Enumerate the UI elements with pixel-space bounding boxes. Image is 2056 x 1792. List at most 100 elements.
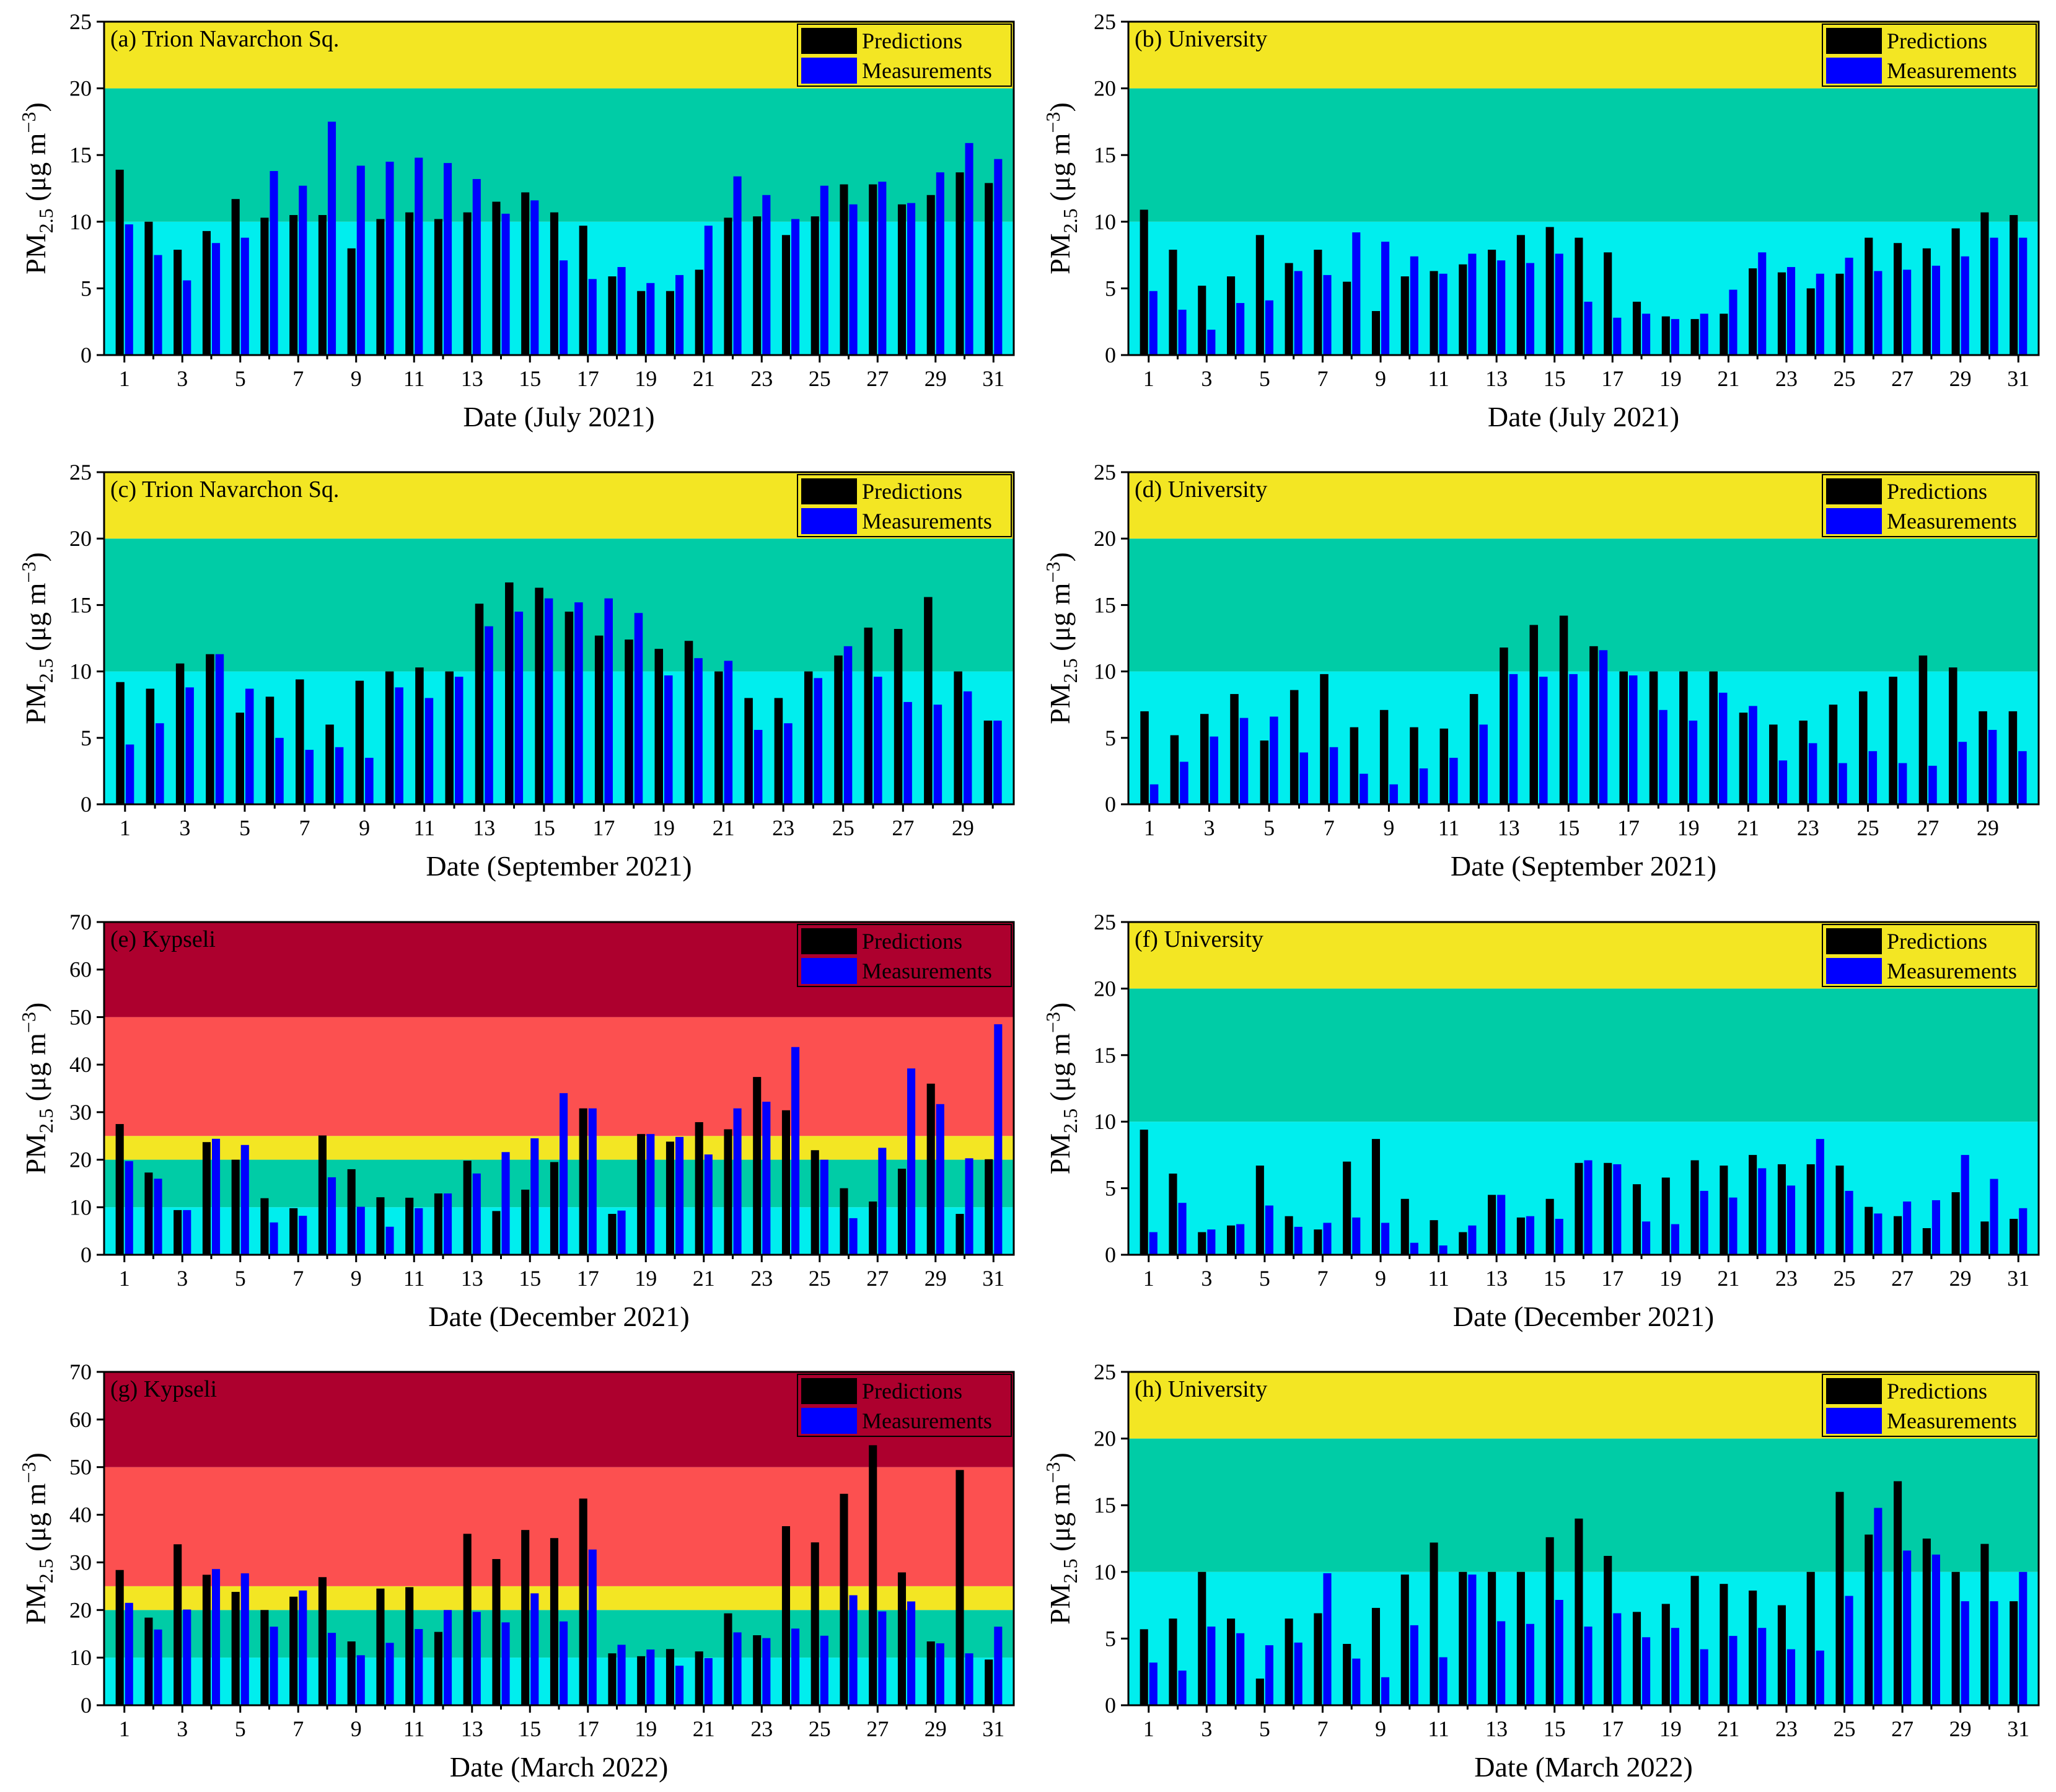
prediction-bar — [347, 1169, 356, 1255]
prediction-bar — [289, 1596, 298, 1705]
x-tick-label: 17 — [1601, 366, 1623, 391]
x-tick-label: 15 — [1544, 366, 1566, 391]
prediction-bar — [1979, 711, 1987, 804]
prediction-bar — [492, 1559, 501, 1705]
measurement-bar — [965, 1653, 973, 1705]
measurement-bar — [588, 1549, 597, 1705]
legend-label: Predictions — [862, 479, 962, 504]
measurement-bar — [327, 121, 336, 355]
y-tick-label: 50 — [69, 1004, 92, 1029]
prediction-bar — [405, 1197, 414, 1255]
measurement-bar — [1497, 1621, 1506, 1705]
prediction-bar — [695, 1122, 703, 1255]
prediction-bar — [1894, 243, 1902, 355]
x-tick-label: 31 — [2007, 1266, 2029, 1291]
prediction-bar — [637, 1656, 646, 1705]
prediction-bar — [1632, 1184, 1641, 1255]
prediction-bar — [897, 1169, 907, 1255]
prediction-bar — [985, 1159, 993, 1255]
x-tick-label: 17 — [1601, 1266, 1623, 1291]
prediction-bar — [1198, 286, 1206, 355]
prediction-bar — [1488, 249, 1496, 355]
prediction-bar — [115, 1124, 124, 1255]
prediction-bar — [1720, 1166, 1728, 1255]
measurement-bar — [1323, 1573, 1332, 1705]
prediction-bar — [714, 671, 723, 804]
y-tick-label: 20 — [1094, 976, 1116, 1001]
prediction-bar — [1285, 1619, 1293, 1705]
x-tick-label: 23 — [1775, 1266, 1798, 1291]
x-tick-label: 25 — [1834, 1266, 1856, 1291]
legend-swatch-predictions — [1826, 1378, 1882, 1404]
measurement-bar — [1526, 1623, 1535, 1705]
y-tick-label: 30 — [69, 1100, 92, 1125]
measurement-bar — [1294, 1642, 1303, 1705]
measurement-bar — [1352, 232, 1361, 355]
measurement-bar — [1874, 271, 1882, 355]
measurement-bar — [125, 224, 133, 355]
plot-frame — [103, 471, 1015, 806]
threshold-band — [104, 1586, 1014, 1610]
prediction-bar — [811, 1150, 819, 1255]
measurement-bar — [125, 1161, 133, 1255]
prediction-bar — [1749, 268, 1757, 355]
prediction-bar — [1948, 667, 1957, 804]
prediction-bar — [1400, 1198, 1409, 1255]
measurement-bar — [1990, 237, 1998, 355]
prediction-bar — [347, 248, 356, 355]
prediction-bar — [144, 221, 153, 355]
measurement-bar — [154, 1629, 162, 1705]
prediction-bar — [1661, 1177, 1670, 1255]
measurement-bar — [1613, 1613, 1622, 1705]
prediction-bar — [1865, 1206, 1873, 1255]
legend-swatch-measurements — [801, 958, 857, 984]
y-tick-label: 20 — [69, 1148, 92, 1172]
x-tick-label: 3 — [177, 1266, 188, 1291]
x-tick-label: 5 — [1263, 815, 1275, 840]
x-tick-label: 19 — [635, 1266, 657, 1291]
measurement-bar — [907, 1601, 916, 1705]
threshold-band — [1128, 1122, 2039, 1255]
y-tick-label: 60 — [69, 957, 92, 982]
prediction-bar — [774, 698, 783, 804]
x-tick-label: 3 — [1201, 1266, 1212, 1291]
prediction-bar — [864, 627, 873, 804]
x-tick-label: 19 — [1677, 815, 1700, 840]
prediction-bar — [985, 1659, 993, 1705]
y-tick-label: 0 — [81, 1693, 92, 1718]
panel-label: (a) Trion Navarchon Sq. — [110, 26, 339, 52]
prediction-bar — [840, 1188, 848, 1255]
y-axis-label: PM2.5 (μg m−3) — [17, 552, 57, 724]
prediction-bar — [521, 192, 530, 355]
threshold-band — [104, 88, 1014, 222]
x-tick-label: 27 — [1891, 1266, 1913, 1291]
measurement-bar — [501, 213, 510, 355]
y-axis-label: PM2.5 (μg m−3) — [17, 1003, 57, 1175]
x-tick-label: 5 — [1259, 1716, 1270, 1741]
measurement-bar — [733, 1108, 742, 1255]
prediction-bar — [231, 1159, 240, 1255]
y-tick-label: 25 — [1094, 9, 1116, 34]
prediction-bar — [434, 1193, 442, 1255]
x-tick-label: 7 — [299, 815, 310, 840]
measurement-bar — [1990, 1601, 1998, 1705]
measurement-bar — [560, 1093, 568, 1255]
measurement-bar — [1236, 1224, 1245, 1255]
y-tick-label: 25 — [1094, 910, 1116, 934]
prediction-bar — [753, 1635, 762, 1705]
measurement-bar — [1729, 1636, 1737, 1705]
prediction-bar — [1343, 1161, 1351, 1255]
prediction-bar — [1289, 690, 1299, 804]
x-tick-label: 11 — [1428, 1266, 1449, 1291]
legend: Predictions Measurements — [797, 1374, 1012, 1437]
prediction-bar — [1230, 694, 1239, 804]
prediction-bar — [1255, 235, 1264, 355]
x-axis-label: Date (July 2021) — [1488, 401, 1679, 433]
x-tick-label: 29 — [1949, 366, 1972, 391]
legend-label: Measurements — [1887, 509, 2017, 534]
measurement-bar — [849, 204, 858, 355]
measurement-bar — [1931, 1200, 1941, 1255]
prediction-bar — [463, 212, 472, 355]
prediction-bar — [594, 635, 604, 804]
measurement-bar — [675, 275, 684, 355]
